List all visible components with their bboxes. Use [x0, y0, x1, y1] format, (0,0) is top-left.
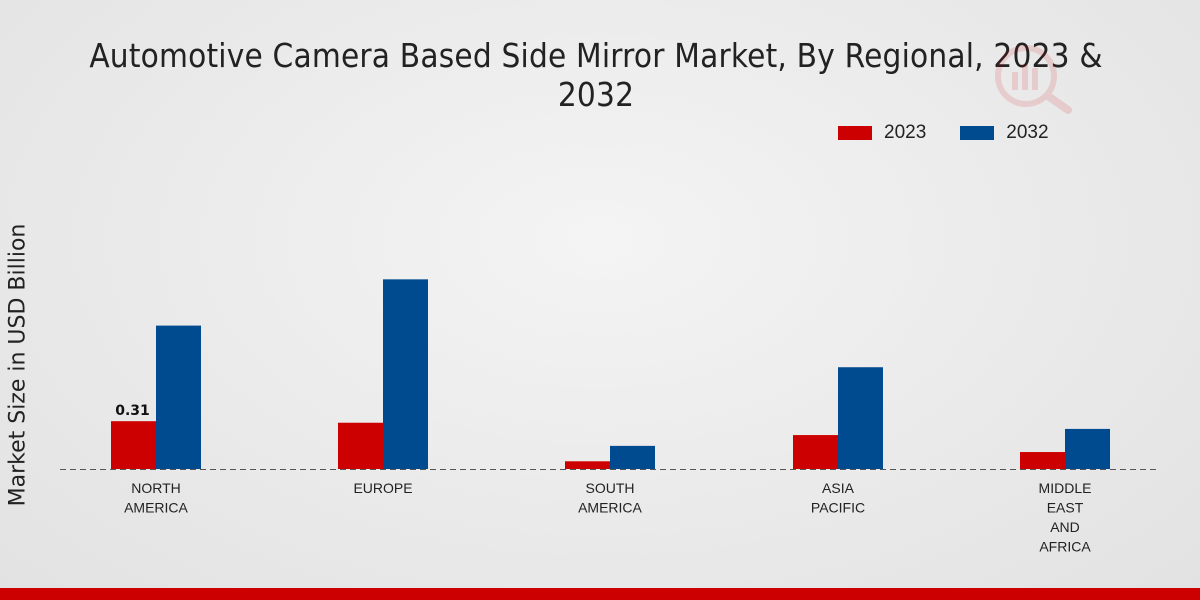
watermark-logo-icon — [990, 42, 1074, 114]
x-tick-label: SOUTH AMERICA — [578, 480, 642, 516]
legend-label-2023: 2023 — [884, 122, 927, 143]
legend-swatch-2032 — [960, 126, 995, 140]
legend-swatch-2023 — [838, 126, 872, 140]
x-tick-label-line: EAST — [1047, 500, 1084, 516]
bar-2023-north-america — [111, 421, 156, 469]
x-tick-label-line: PACIFIC — [811, 500, 865, 516]
x-tick-label-line: AMERICA — [124, 500, 188, 516]
x-tick-label-line: MIDDLE — [1039, 480, 1092, 496]
bar-2032-south-america — [610, 445, 655, 469]
x-tick-label-line: EUROPE — [353, 480, 412, 496]
legend: 2023 2032 — [838, 122, 1083, 144]
x-tick-label-line: NORTH — [131, 480, 181, 496]
bar-2023-asia-pacific — [793, 435, 838, 469]
legend-item-2032: 2032 — [960, 122, 1049, 144]
x-tick-label-line: AFRICA — [1039, 539, 1091, 555]
x-tick-label: MIDDLE EAST AND AFRICA — [1039, 480, 1092, 555]
bar-2023-europe — [338, 422, 383, 469]
bar-2032-europe — [383, 279, 428, 469]
legend-label-2032: 2032 — [1006, 122, 1049, 143]
footer-accent-bar — [0, 588, 1200, 600]
x-tick-label-line: ASIA — [822, 480, 855, 496]
chart-title: Automotive Camera Based Side Mirror Mark… — [89, 36, 1103, 114]
bar-2023-south-america — [565, 461, 610, 469]
data-label: 0.31 — [115, 403, 150, 419]
x-tick-label-line: AND — [1050, 519, 1080, 535]
x-tick-label: NORTH AMERICA — [124, 480, 188, 516]
x-tick-label-line: SOUTH — [586, 480, 635, 496]
bar-2023-middle-east-and-africa — [1020, 452, 1065, 469]
legend-item-2023: 2023 — [838, 122, 926, 144]
bar-2032-middle-east-and-africa — [1065, 428, 1110, 469]
x-tick-label: ASIA PACIFIC — [811, 480, 865, 516]
x-tick-label: EUROPE — [353, 480, 412, 496]
x-tick-label-line: AMERICA — [578, 500, 642, 516]
bar-2032-asia-pacific — [838, 367, 883, 469]
bar-2032-north-america — [156, 325, 201, 469]
